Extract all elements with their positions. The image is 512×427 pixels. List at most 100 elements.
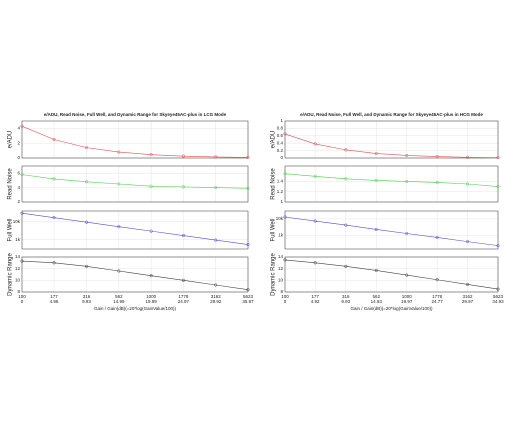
y-tick-label: 12 xyxy=(278,266,284,271)
data-point xyxy=(466,155,470,159)
data-point xyxy=(466,182,470,186)
data-point xyxy=(52,177,56,181)
x-tick-label: 562 xyxy=(115,294,123,299)
x-tick-label: 100 xyxy=(281,294,289,299)
x-db-label: 0 xyxy=(284,299,287,304)
series-line xyxy=(21,174,249,189)
x-db-label: 24.77 xyxy=(432,299,444,304)
y-tick-label: 1.2 xyxy=(277,189,284,194)
data-point xyxy=(246,155,250,159)
chart-title: e/ADU, Read Noise, Full Well, and Dynami… xyxy=(300,112,483,117)
y-tick-label: 10k xyxy=(13,219,21,224)
y-tick-label: 0 xyxy=(280,155,283,160)
data-point xyxy=(20,124,24,128)
data-point xyxy=(117,150,121,154)
x-db-label: 34.93 xyxy=(492,299,504,304)
data-point xyxy=(181,154,185,158)
plot-frame xyxy=(21,120,249,159)
data-point xyxy=(313,142,317,146)
data-point xyxy=(435,235,439,240)
data-point xyxy=(405,153,409,157)
data-point xyxy=(214,238,218,242)
plot-frame xyxy=(21,165,249,203)
y-tick-label: 10 xyxy=(15,278,21,283)
x-tick-label: 562 xyxy=(372,294,380,299)
x-db-label: 19.97 xyxy=(401,299,413,304)
y-axis-label: Dynamic Range xyxy=(8,252,14,295)
data-point xyxy=(283,132,287,136)
x-tick-label: 316 xyxy=(342,294,350,299)
data-point xyxy=(374,178,378,182)
data-point xyxy=(20,259,24,263)
data-point xyxy=(496,156,500,160)
x-db-label: 29.92 xyxy=(210,299,222,304)
data-point xyxy=(84,180,89,184)
data-point xyxy=(313,174,317,178)
data-point xyxy=(20,173,24,177)
x-tick-label: 316 xyxy=(83,294,91,299)
data-point xyxy=(466,282,470,286)
data-point xyxy=(246,243,250,247)
y-tick-label: 10 xyxy=(278,278,284,283)
y-tick-label: 14 xyxy=(15,254,21,259)
y-tick-label: 12 xyxy=(15,266,21,271)
y-tick-label: 4 xyxy=(17,126,20,131)
data-point xyxy=(405,231,409,236)
y-tick-label: 10k xyxy=(276,216,284,221)
data-point xyxy=(214,283,218,287)
plot-frame xyxy=(284,256,499,293)
data-point xyxy=(344,264,348,268)
y-axis-label: Read Noise xyxy=(271,168,277,200)
plot-frame xyxy=(21,256,249,293)
data-point xyxy=(181,233,185,238)
y-tick-label: 1k xyxy=(15,237,21,242)
series-line xyxy=(21,125,249,158)
y-tick-label: 0.4 xyxy=(277,140,284,145)
x-tick-label: 177 xyxy=(50,294,58,299)
y-tick-label: 6 xyxy=(17,170,20,175)
data-point xyxy=(374,268,378,272)
data-point xyxy=(283,215,287,219)
x-db-label: 4.92 xyxy=(311,299,320,304)
data-point xyxy=(246,288,250,292)
data-point xyxy=(405,273,409,277)
y-tick-label: 1k xyxy=(278,233,284,238)
x-tick-label: 1778 xyxy=(432,294,443,299)
data-point xyxy=(313,219,317,223)
data-point xyxy=(52,216,56,220)
x-db-label: 24.97 xyxy=(178,299,190,304)
series-line xyxy=(21,212,249,245)
y-tick-label: 0.2 xyxy=(277,148,284,153)
data-point xyxy=(313,261,317,265)
x-tick-label: 100 xyxy=(18,294,26,299)
data-point xyxy=(496,185,500,189)
data-point xyxy=(283,172,287,176)
y-tick-label: 2 xyxy=(17,199,20,204)
series-line xyxy=(284,173,499,187)
x-tick-label: 5623 xyxy=(493,294,504,299)
data-point xyxy=(84,264,89,268)
data-point xyxy=(374,227,378,231)
plot-frame xyxy=(284,210,499,250)
plot-frame xyxy=(21,210,249,250)
data-point xyxy=(435,154,439,159)
y-tick-label: 14 xyxy=(278,254,284,259)
x-db-label: 29.97 xyxy=(462,299,474,304)
y-tick-label: 0.8 xyxy=(277,126,284,131)
x-axis-label: Gain / Gain(dB)(=20*log(GainValue/100)) xyxy=(350,306,433,311)
data-point xyxy=(84,220,89,224)
x-db-label: 9.93 xyxy=(341,299,350,304)
data-point xyxy=(435,180,439,185)
data-point xyxy=(52,137,56,142)
data-point xyxy=(496,244,500,248)
x-db-label: 0 xyxy=(21,299,24,304)
data-point xyxy=(405,179,409,183)
x-tick-label: 1000 xyxy=(402,294,413,299)
y-tick-label: 0 xyxy=(17,155,20,160)
series-line xyxy=(284,259,499,290)
x-axis-label: Gain / Gain(dB)(=20*log(GainValue/100)) xyxy=(94,306,177,311)
data-point xyxy=(214,186,218,190)
x-tick-label: 1778 xyxy=(178,294,189,299)
data-point xyxy=(374,152,378,156)
